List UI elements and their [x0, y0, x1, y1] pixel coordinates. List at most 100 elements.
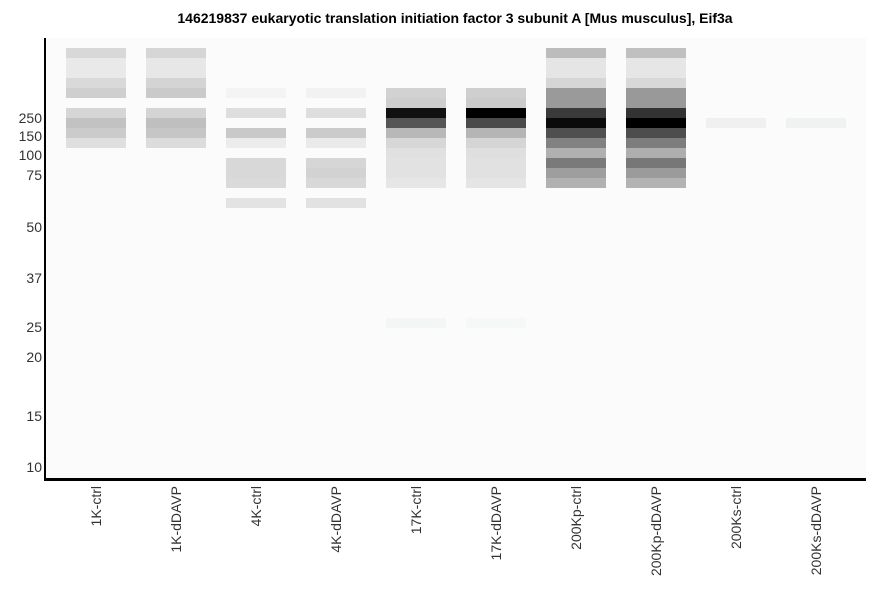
blot-band: [546, 148, 606, 158]
blot-band: [66, 108, 126, 118]
blot-band: [626, 138, 686, 148]
blot-band: [466, 118, 526, 128]
y-tick-label: 75: [26, 167, 42, 183]
blot-band: [466, 128, 526, 138]
blot-band: [546, 118, 606, 128]
blot-band: [386, 178, 446, 188]
blot-band: [626, 88, 686, 108]
lane-label: 200Ks-dDAVP: [808, 486, 824, 576]
blot-band: [466, 108, 526, 118]
blot-band: [386, 318, 446, 328]
blot-band: [546, 128, 606, 138]
lane-label: 200Kp-dDAVP: [648, 486, 664, 577]
blot-band: [626, 108, 686, 118]
blot-band: [226, 198, 286, 208]
blot-band: [146, 78, 206, 88]
blot-band: [386, 148, 446, 158]
blot-band: [546, 48, 606, 58]
blot-band: [66, 128, 126, 138]
blot-band: [306, 178, 366, 188]
blot-band: [226, 128, 286, 138]
blot-band: [626, 148, 686, 158]
blot-band: [386, 108, 446, 118]
blot-band: [306, 138, 366, 148]
y-tick-label: 50: [26, 219, 42, 235]
blot-band: [306, 168, 366, 178]
blot-band: [546, 168, 606, 178]
blot-band: [466, 318, 526, 328]
blot-band: [306, 108, 366, 118]
blot-band: [226, 138, 286, 148]
y-tick-label: 10: [26, 459, 42, 475]
blot-band: [626, 58, 686, 78]
blot-band: [146, 58, 206, 78]
blot-band: [306, 158, 366, 168]
y-tick-label: 150: [18, 128, 42, 144]
lane-label: 1K-ctrl: [88, 486, 104, 527]
blot-band: [626, 178, 686, 188]
blot-band: [226, 88, 286, 98]
y-tick-label: 250: [18, 110, 42, 126]
blot-band: [306, 128, 366, 138]
blot-band: [546, 178, 606, 188]
blot-band: [626, 128, 686, 138]
blot-band: [466, 148, 526, 158]
y-tick-label: 37: [26, 270, 42, 286]
blot-band: [786, 118, 846, 128]
blot-band: [546, 58, 606, 78]
blot-band: [386, 138, 446, 148]
y-tick-label: 15: [26, 408, 42, 424]
lane-label: 17K-ctrl: [408, 486, 424, 535]
blot-band: [66, 118, 126, 128]
blot-band: [306, 88, 366, 98]
blot-band: [146, 48, 206, 58]
blot-band: [626, 158, 686, 168]
lane-label: 200Kp-ctrl: [568, 486, 584, 550]
blot-band: [466, 98, 526, 108]
blot-band: [466, 178, 526, 188]
blot-band: [626, 118, 686, 128]
blot-band: [466, 88, 526, 98]
chart-title: 146219837 eukaryotic translation initiat…: [177, 10, 733, 26]
blot-band: [466, 158, 526, 178]
blot-band: [146, 108, 206, 118]
y-tick-label: 25: [26, 319, 42, 335]
blot-band: [626, 78, 686, 88]
plot-area: [44, 38, 866, 481]
blot-band: [226, 158, 286, 178]
blot-band: [626, 168, 686, 178]
lane-label: 1K-dDAVP: [168, 486, 184, 553]
blot-band: [66, 78, 126, 88]
blot-band: [66, 138, 126, 148]
blot-band: [66, 48, 126, 58]
blot-band: [386, 88, 446, 98]
blot-band: [226, 178, 286, 188]
y-tick-label: 20: [26, 349, 42, 365]
blot-band: [386, 158, 446, 178]
lane-label: 4K-dDAVP: [328, 486, 344, 553]
blot-band: [546, 78, 606, 88]
blot-band: [546, 108, 606, 118]
blot-band: [146, 118, 206, 128]
blot-band: [146, 138, 206, 148]
blot-band: [546, 88, 606, 108]
blot-band: [146, 88, 206, 98]
blot-band: [626, 48, 686, 58]
blot-band: [386, 128, 446, 138]
blot-band: [226, 108, 286, 118]
blot-band: [386, 118, 446, 128]
lane-label: 4K-ctrl: [248, 486, 264, 527]
blot-band: [546, 158, 606, 168]
blot-band: [706, 118, 766, 128]
lane-label: 200Ks-ctrl: [728, 486, 744, 550]
blot-band: [386, 98, 446, 108]
y-tick-label: 100: [18, 147, 42, 163]
blot-band: [66, 88, 126, 98]
blot-band: [306, 198, 366, 208]
blot-band: [146, 128, 206, 138]
blot-band: [66, 58, 126, 78]
lane-label: 17K-dDAVP: [488, 486, 504, 561]
blot-band: [466, 138, 526, 148]
blot-band: [546, 138, 606, 148]
